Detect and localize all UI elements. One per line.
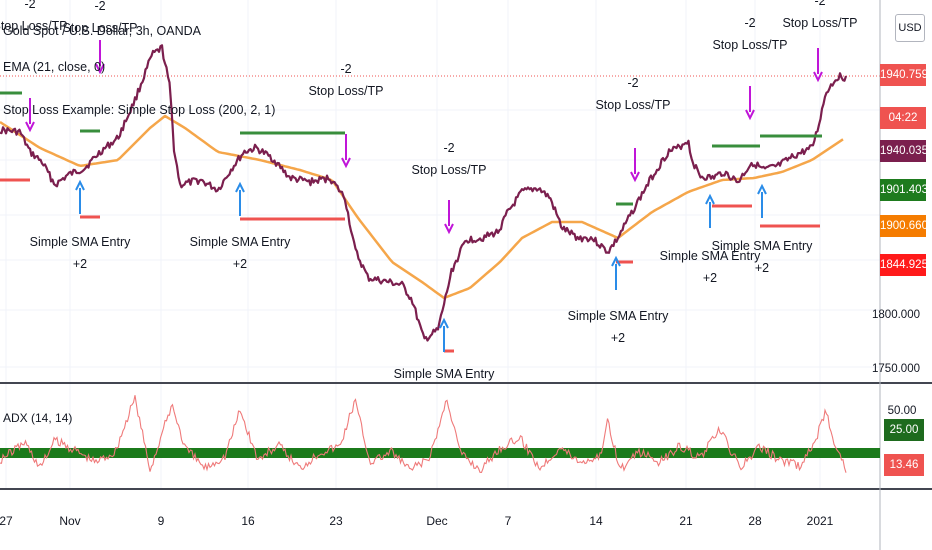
currency-button[interactable]: USD	[895, 14, 925, 42]
exit-label: -2	[814, 0, 825, 8]
exit-label: Stop Loss/TP	[411, 163, 486, 177]
time-tick-label: 27	[0, 514, 13, 528]
stop-badge: 1844.925	[880, 254, 928, 276]
exit-label: Stop Loss/TP	[712, 38, 787, 52]
price-tick-label: 1800.000	[872, 309, 920, 321]
strategy-legend[interactable]: Stop Loss Example: Simple Stop Loss (200…	[3, 103, 276, 117]
price-line[interactable]	[0, 44, 848, 342]
exit-label: -2	[627, 76, 638, 90]
countdown-badge: 04:22	[880, 107, 926, 129]
entry-arrow[interactable]	[235, 181, 245, 193]
adx-line[interactable]	[0, 395, 847, 473]
adx-tick-label: 50.00	[888, 405, 917, 417]
exit-arrow[interactable]	[25, 121, 35, 133]
entry-label: +2	[73, 257, 87, 271]
exit-label: Stop Loss/TP	[62, 21, 137, 35]
entry-label: Simple SMA Entry	[568, 309, 669, 323]
price-series	[0, 44, 848, 342]
time-tick-label: 2021	[807, 514, 834, 528]
exit-label: -2	[340, 62, 351, 76]
entry-label: Simple SMA Entry	[712, 239, 813, 253]
entry-label: +2	[755, 261, 769, 275]
entry-arrow[interactable]	[75, 179, 85, 191]
ema-legend[interactable]: EMA (21, close, 0)	[3, 60, 106, 74]
ema-series	[0, 114, 844, 300]
time-tick-label: 14	[589, 514, 603, 528]
ema-line[interactable]	[0, 114, 844, 300]
time-tick-label: Nov	[59, 514, 80, 528]
price-close-badge: 1940.035	[880, 140, 928, 162]
exit-label: Stop Loss/TP	[782, 16, 857, 30]
time-tick-label: Dec	[426, 514, 447, 528]
target-badge: 1901.403	[880, 179, 928, 201]
grid-lines	[0, 0, 880, 489]
time-tick-label: 28	[748, 514, 762, 528]
ema-badge: 1900.660	[880, 215, 928, 237]
exit-label: Stop Loss/TP	[308, 84, 383, 98]
time-tick-label: 7	[505, 514, 512, 528]
entry-label: +2	[233, 257, 247, 271]
time-tick-label: 16	[241, 514, 255, 528]
exit-label: -2	[94, 0, 105, 13]
entry-arrow[interactable]	[705, 193, 715, 205]
exit-arrow[interactable]	[630, 171, 640, 183]
exit-arrow[interactable]	[444, 223, 454, 235]
entry-arrow[interactable]	[439, 317, 449, 329]
entry-label: +2	[611, 331, 625, 345]
adx-threshold-badge: 25.00	[884, 419, 924, 441]
entry-label: Simple SMA Entry	[660, 249, 761, 263]
last-price-badge: 1940.759	[880, 64, 928, 86]
price-tick-label: 1750.000	[872, 363, 920, 375]
exit-label: Stop Loss/TP	[595, 98, 670, 112]
exit-label: -2	[443, 141, 454, 155]
symbol-title[interactable]: Gold Spot / U.S. Dollar, 3h, OANDA	[3, 24, 201, 38]
adx-series	[0, 395, 880, 473]
adx-threshold-band	[0, 448, 880, 458]
entry-label: Simple SMA Entry	[190, 235, 291, 249]
entry-arrow[interactable]	[611, 255, 621, 267]
exit-arrow[interactable]	[95, 63, 105, 75]
exit-label: Stop Loss/TP	[0, 19, 68, 33]
exit-arrow[interactable]	[813, 71, 823, 83]
axis-labels: 27 Nov 9 16 23 Dec 7 14 21 28 2021 1800.000 1750.000…	[0, 309, 920, 528]
entry-arrow[interactable]	[757, 183, 767, 195]
entry-label: Simple SMA Entry	[394, 367, 495, 381]
exit-label: -2	[744, 16, 755, 30]
exit-arrow[interactable]	[745, 109, 755, 121]
time-tick-label: 21	[679, 514, 693, 528]
time-tick-label: 9	[158, 514, 165, 528]
exit-label: -2	[24, 0, 35, 11]
adx-value-badge: 13.46	[884, 454, 924, 476]
entry-label: +2	[703, 271, 717, 285]
adx-legend[interactable]: ADX (14, 14)	[3, 411, 73, 425]
entry-label: Simple SMA Entry	[30, 235, 131, 249]
exit-arrow[interactable]	[341, 157, 351, 169]
time-tick-label: 23	[329, 514, 343, 528]
